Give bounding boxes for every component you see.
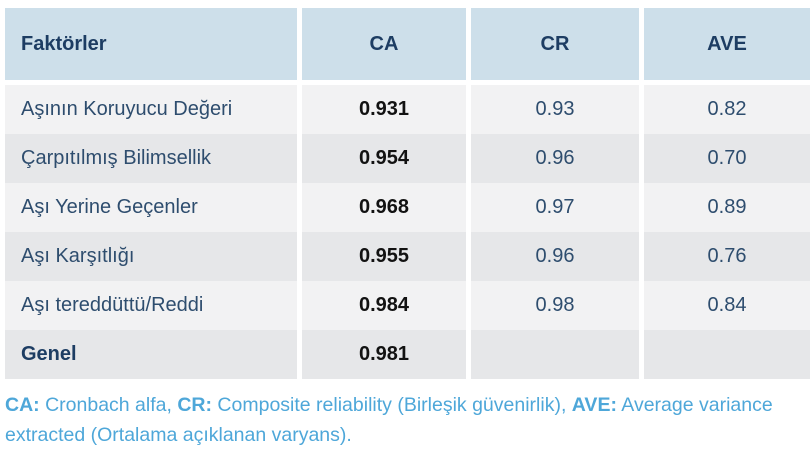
cell-ave: 0.70 [644,134,810,183]
footnote-abbr-ave: AVE: [571,394,617,416]
column-header-faktorler: Faktörler [5,8,297,80]
cell-ca: 0.931 [302,85,466,134]
cell-ca: 0.954 [302,134,466,183]
cell-factor: Aşının Koruyucu Değeri [5,85,297,134]
reliability-table: Faktörler CA CR AVE Aşının Koruyucu Değe… [5,8,810,379]
table-row: Aşı Karşıtlığı 0.955 0.96 0.76 [5,232,810,281]
cell-ave: 0.82 [644,85,810,134]
cell-cr: 0.98 [471,281,639,330]
cell-cr [471,330,639,379]
cell-factor: Aşı tereddüttü/Reddi [5,281,297,330]
table-row: Aşı Yerine Geçenler 0.968 0.97 0.89 [5,183,810,232]
column-header-ca: CA [302,8,466,80]
footnote-abbr-ca: CA: [5,394,40,416]
column-header-cr: CR [471,8,639,80]
table-row: Çarpıtılmış Bilimsellik 0.954 0.96 0.70 [5,134,810,183]
cell-factor: Aşı Karşıtlığı [5,232,297,281]
cell-ca: 0.968 [302,183,466,232]
table-row: Aşının Koruyucu Değeri 0.931 0.93 0.82 [5,85,810,134]
cell-ave: 0.89 [644,183,810,232]
footnote-text: Cronbach alfa, [39,394,178,416]
cell-factor: Genel [5,330,297,379]
footnote-text: Average variance extracted (Ortalama açı… [5,394,773,446]
cell-factor: Çarpıtılmış Bilimsellik [5,134,297,183]
table-footnote: CA: Cronbach alfa, CR: Composite reliabi… [5,390,785,450]
cell-ave: 0.84 [644,281,810,330]
table-row: Aşı tereddüttü/Reddi 0.984 0.98 0.84 [5,281,810,330]
footnote-text: Composite reliability (Birleşik güvenirl… [212,394,572,416]
cell-ca: 0.984 [302,281,466,330]
cell-cr: 0.93 [471,85,639,134]
cell-cr: 0.96 [471,232,639,281]
table-row-total: Genel 0.981 [5,330,810,379]
cell-ca: 0.955 [302,232,466,281]
cell-ave: 0.76 [644,232,810,281]
footnote-abbr-cr: CR: [177,394,213,416]
cell-cr: 0.96 [471,134,639,183]
cell-cr: 0.97 [471,183,639,232]
cell-factor: Aşı Yerine Geçenler [5,183,297,232]
column-header-ave: AVE [644,8,810,80]
cell-ave [644,330,810,379]
table-header-row: Faktörler CA CR AVE [5,8,810,85]
cell-ca: 0.981 [302,330,466,379]
